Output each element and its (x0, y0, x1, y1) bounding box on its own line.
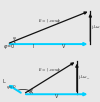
Text: $\psi$: $\psi$ (12, 35, 17, 42)
Text: j.L$\omega$_: j.L$\omega$_ (91, 23, 100, 31)
Text: V: V (55, 94, 58, 99)
Text: $\varphi$=0: $\varphi$=0 (3, 42, 15, 51)
Text: j.L$\omega$_: j.L$\omega$_ (78, 73, 90, 81)
Text: $\psi$=0: $\psi$=0 (6, 84, 16, 91)
Text: $\phi$: $\phi$ (29, 86, 34, 94)
Text: E = |.cos$\phi$: E = |.cos$\phi$ (38, 17, 61, 25)
Text: L: L (3, 79, 6, 84)
Text: I: I (33, 44, 34, 49)
Text: E = |.cos$\phi$: E = |.cos$\phi$ (38, 66, 61, 74)
Text: V: V (62, 44, 65, 49)
